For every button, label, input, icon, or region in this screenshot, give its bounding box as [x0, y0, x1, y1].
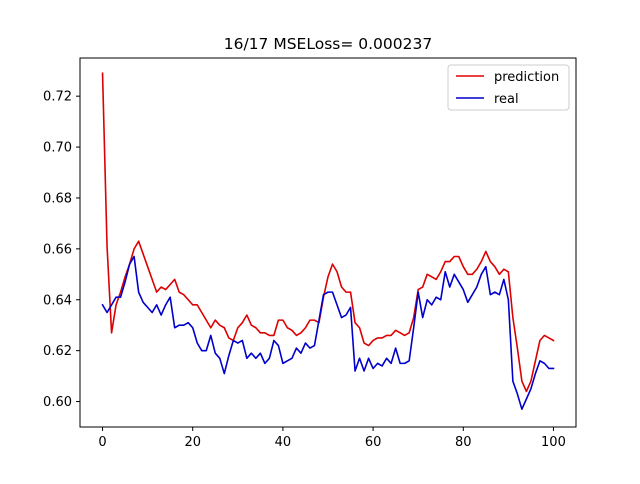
x-tick-label: 100	[541, 435, 566, 450]
x-tick-label: 60	[365, 435, 382, 450]
chart-title: 16/17 MSELoss= 0.000237	[224, 35, 432, 53]
legend-label-real: real	[494, 92, 519, 107]
series-line-prediction	[101, 72, 555, 393]
series-layer	[101, 72, 555, 410]
y-tick-label: 0.60	[43, 395, 72, 410]
y-tick-label: 0.64	[43, 293, 72, 308]
x-tick-label: 0	[98, 435, 106, 450]
y-tick-label: 0.66	[43, 242, 72, 257]
x-tick-label: 80	[455, 435, 472, 450]
y-tick-label: 0.72	[43, 90, 72, 105]
y-axis: 0.60 0.62 0.64 0.66 0.68 0.70 0.72	[43, 90, 80, 410]
y-tick-label: 0.68	[43, 191, 72, 206]
legend: prediction real	[447, 64, 570, 111]
legend-label-prediction: prediction	[494, 70, 559, 85]
axes-frame	[79, 57, 577, 428]
x-axis: 0 20 40 60 80 100	[98, 427, 566, 450]
x-tick-label: 40	[275, 435, 292, 450]
y-tick-label: 0.62	[43, 344, 72, 359]
plot-area	[79, 57, 577, 428]
y-tick-label: 0.70	[43, 141, 72, 156]
x-tick-label: 20	[184, 435, 201, 450]
series-line-real	[101, 255, 555, 410]
